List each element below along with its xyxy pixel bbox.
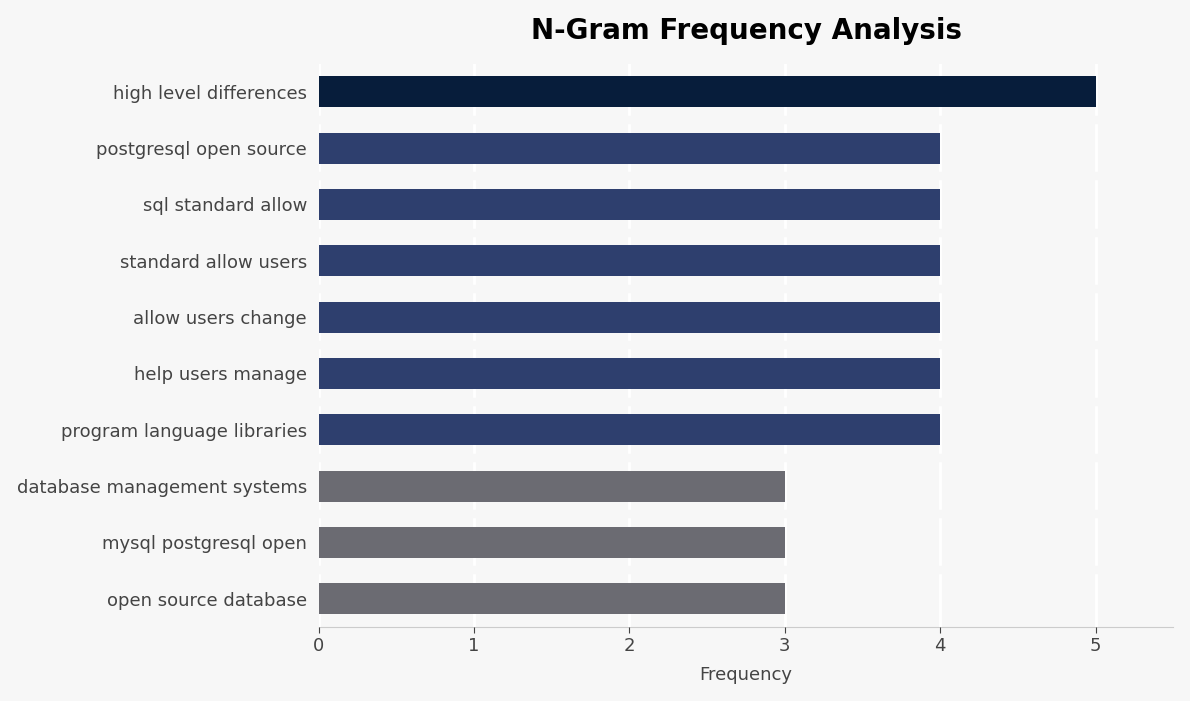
Bar: [319, 245, 940, 276]
Bar: [319, 527, 785, 558]
Bar: [319, 301, 940, 332]
Bar: [319, 189, 940, 220]
X-axis label: Frequency: Frequency: [700, 667, 793, 684]
Title: N-Gram Frequency Analysis: N-Gram Frequency Analysis: [531, 17, 962, 45]
Bar: [319, 470, 785, 501]
Bar: [319, 76, 1096, 107]
Bar: [319, 414, 940, 445]
Bar: [319, 132, 940, 163]
Bar: [319, 583, 785, 614]
Bar: [319, 358, 940, 389]
